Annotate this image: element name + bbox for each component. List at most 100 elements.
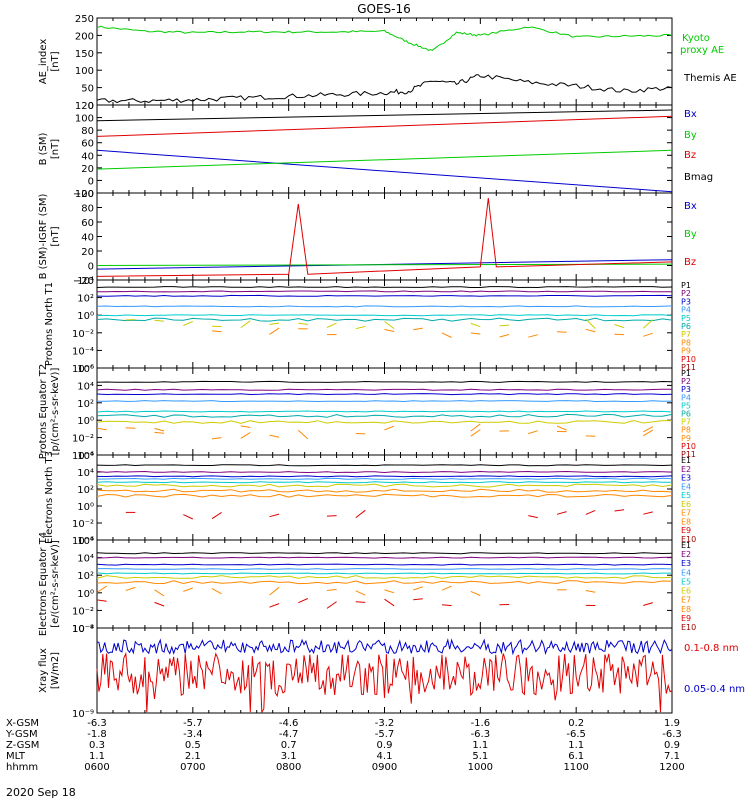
x-axis-value: 0.2 bbox=[568, 718, 584, 729]
y-axis-label: Electrons Equator T4 bbox=[38, 532, 49, 636]
series-segment bbox=[643, 333, 653, 336]
series-segment bbox=[385, 321, 395, 328]
x-axis-value: -5.7 bbox=[183, 718, 203, 729]
x-axis-value: -4.7 bbox=[279, 729, 299, 740]
x-axis-value: 0600 bbox=[84, 762, 109, 773]
y-tick-label: 10⁰ bbox=[77, 311, 94, 322]
series-line-2 bbox=[97, 291, 672, 292]
y-tick-label: 120 bbox=[75, 101, 94, 112]
series-segment bbox=[298, 599, 308, 603]
series-line-7 bbox=[97, 581, 672, 584]
y-tick-label: 10² bbox=[77, 399, 94, 410]
legend-label: E7 bbox=[681, 509, 691, 518]
y-tick-label: 10⁻² bbox=[72, 606, 94, 617]
series-segment bbox=[413, 599, 423, 600]
x-axis-value: 1200 bbox=[659, 762, 684, 773]
y-tick-label: 250 bbox=[75, 14, 94, 25]
series-line-8 bbox=[97, 494, 672, 497]
y-tick-label: 10⁶ bbox=[77, 364, 94, 375]
series-line-5 bbox=[97, 573, 672, 574]
series-segment bbox=[183, 588, 193, 591]
x-axis-value: 1000 bbox=[468, 762, 493, 773]
series-segment bbox=[212, 589, 222, 594]
series-segment bbox=[615, 510, 625, 511]
panel-frame bbox=[97, 280, 672, 368]
series-line-3 bbox=[97, 394, 672, 395]
series-segment bbox=[241, 321, 251, 328]
series-line-3 bbox=[97, 295, 672, 296]
series-segment bbox=[155, 590, 165, 596]
series-line-3 bbox=[97, 564, 672, 565]
series-segment bbox=[557, 512, 567, 515]
y-tick-label: 10² bbox=[77, 571, 94, 582]
y-axis-label: Electrons North T3 bbox=[44, 451, 55, 544]
legend-label: 0.1-0.8 nm bbox=[684, 643, 739, 654]
x-axis-value: 0.9 bbox=[377, 740, 393, 751]
x-axis-value: 2.1 bbox=[185, 751, 201, 762]
series-line-4 bbox=[97, 478, 672, 479]
y-axis-label: Xray flux bbox=[38, 648, 49, 693]
legend-label: E4 bbox=[681, 568, 691, 577]
series-segment bbox=[471, 591, 481, 595]
series-line-2 bbox=[97, 472, 672, 473]
y-tick-label: 10⁴ bbox=[77, 381, 94, 392]
series-segment bbox=[442, 586, 452, 590]
y-axis-label: [nT] bbox=[50, 51, 61, 71]
legend-label: Bx bbox=[684, 109, 697, 120]
series-segment bbox=[241, 432, 251, 438]
x-axis-value: -6.5 bbox=[566, 729, 586, 740]
legend-label: Bz bbox=[684, 257, 696, 268]
y-tick-label: 40 bbox=[81, 233, 94, 244]
y-axis-label: [W/m2] bbox=[50, 652, 61, 689]
series-line-3 bbox=[97, 476, 672, 477]
series-line-1 bbox=[97, 150, 672, 191]
x-axis-value: 4.1 bbox=[377, 751, 393, 762]
series-segment bbox=[270, 587, 280, 595]
y-axis-label: [e/(cm²-s-sr-keV)] bbox=[50, 540, 61, 628]
y-tick-label: 0 bbox=[88, 176, 94, 187]
legend-label: E2 bbox=[681, 465, 691, 474]
legend-label: E1 bbox=[681, 541, 691, 550]
x-axis-value: 5.1 bbox=[472, 751, 488, 762]
legend-label: proxy AE bbox=[680, 45, 724, 56]
series-segment bbox=[212, 438, 222, 439]
series-line-2 bbox=[97, 654, 672, 713]
x-axis-value: 0.3 bbox=[89, 740, 105, 751]
x-axis-value: 1.1 bbox=[89, 751, 105, 762]
series-segment bbox=[557, 426, 567, 430]
series-line-2 bbox=[97, 75, 672, 103]
series-segment bbox=[615, 325, 625, 328]
x-axis-value: 7.1 bbox=[664, 751, 680, 762]
y-tick-label: 40 bbox=[81, 151, 94, 162]
series-segment bbox=[471, 323, 481, 326]
legend-label: E8 bbox=[681, 605, 691, 614]
y-tick-label: 20 bbox=[81, 164, 94, 175]
x-axis-value: -4.6 bbox=[279, 718, 299, 729]
x-axis-value: 0.9 bbox=[664, 740, 680, 751]
x-axis-value: -6.3 bbox=[471, 729, 491, 740]
chart-title: GOES-16 bbox=[357, 2, 411, 16]
y-axis-label: Protons North T1 bbox=[44, 282, 55, 366]
series-segment bbox=[155, 428, 165, 431]
series-line-5 bbox=[97, 411, 672, 412]
series-segment bbox=[97, 428, 107, 430]
series-segment bbox=[155, 432, 165, 433]
series-segment bbox=[356, 326, 366, 328]
x-axis-value: -6.3 bbox=[87, 718, 107, 729]
series-line-1 bbox=[97, 553, 672, 554]
panel-frame bbox=[97, 628, 672, 713]
y-tick-label: 10⁰ bbox=[77, 416, 94, 427]
series-segment bbox=[327, 602, 337, 609]
series-segment bbox=[586, 329, 596, 332]
y-tick-label: 100 bbox=[75, 114, 94, 125]
series-line-7 bbox=[97, 489, 672, 492]
series-line-1 bbox=[97, 381, 672, 382]
series-segment bbox=[155, 320, 165, 321]
series-segment bbox=[212, 512, 222, 518]
